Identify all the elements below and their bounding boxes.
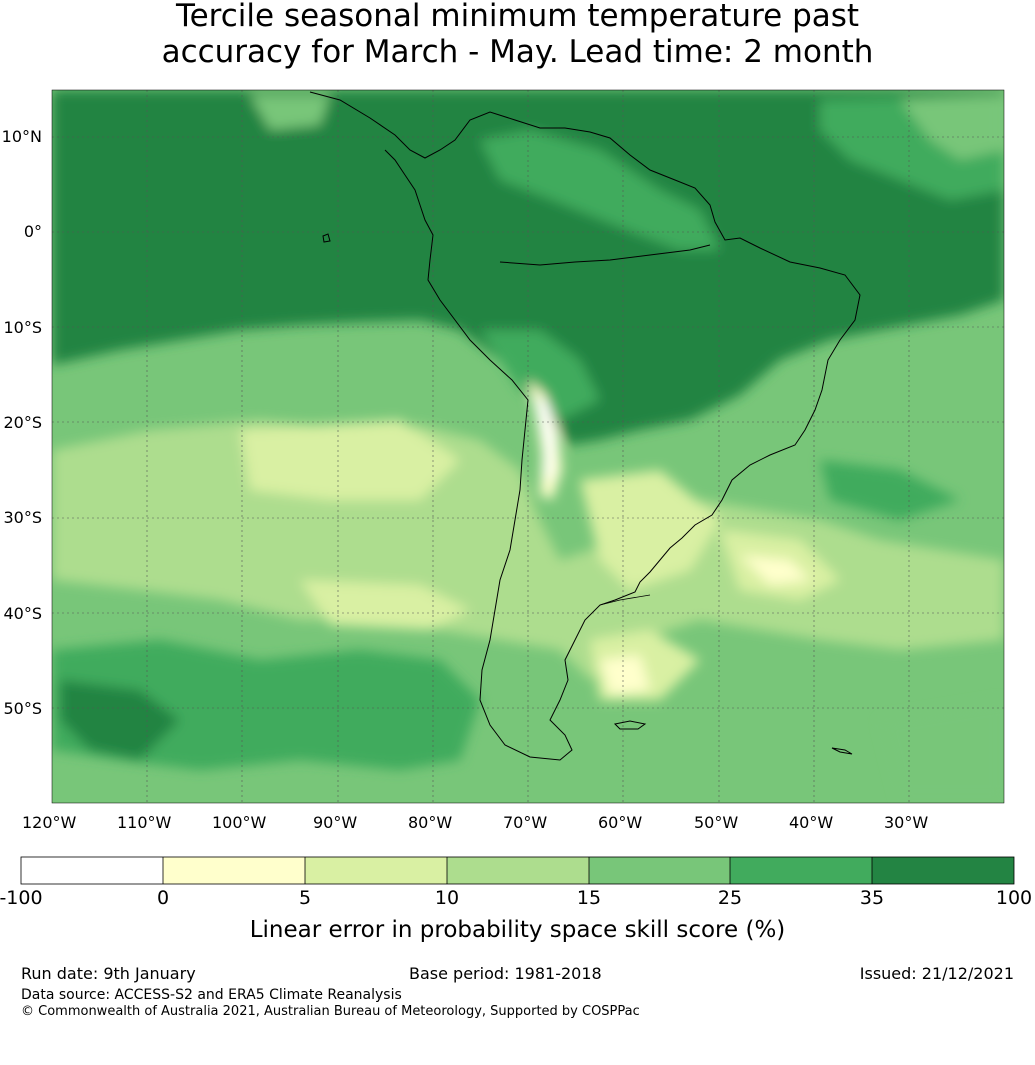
- colorbar-tick-5: 5: [298, 887, 312, 909]
- colorbar-tick-35: 35: [859, 887, 885, 909]
- mid-skill-venezuela: [480, 130, 720, 250]
- colorbar-segment-6: [730, 857, 872, 884]
- lon-label-100w: 100°W: [212, 813, 267, 832]
- lat-label-10n: 10°N: [1, 127, 42, 146]
- galapagos: [322, 233, 331, 243]
- rio-de-la-plata: [599, 594, 651, 606]
- lon-label-80w: 80°W: [408, 813, 453, 832]
- low-skill-far-south-atlantic: [880, 700, 1004, 800]
- colorbar-tick-15: 15: [576, 887, 602, 909]
- lat-label-30s: 30°S: [3, 508, 42, 527]
- lon-label-30w: 30°W: [884, 813, 929, 832]
- lat-label-20s: 20°S: [3, 413, 42, 432]
- lat-label-10s: 10°S: [3, 318, 42, 337]
- lon-label-90w: 90°W: [313, 813, 358, 832]
- skill-field: [52, 90, 1004, 803]
- mid-skill-bolivia: [480, 330, 600, 420]
- lat-label-40s: 40°S: [3, 604, 42, 623]
- very-low-skill-pacific-south: [300, 580, 470, 630]
- run-date: Run date: 9th January: [21, 964, 196, 983]
- patch-pacific-north: [250, 95, 330, 130]
- low-skill-atlantic-north: [900, 95, 1004, 160]
- no-skill-patagonia: [600, 655, 650, 695]
- lon-label-110w: 110°W: [117, 813, 172, 832]
- south-georgia: [831, 747, 853, 755]
- very-low-skill-pacific: [240, 420, 460, 500]
- colorbar-segment-7: [872, 857, 1014, 884]
- mid-skill-south-atlantic: [820, 460, 960, 520]
- colorbar-segment-5: [589, 857, 730, 884]
- map-title-line-1: Tercile seasonal minimum temperature pas…: [175, 0, 860, 34]
- map-frame: [51, 89, 1005, 804]
- colorbar-segment-3: [305, 857, 447, 884]
- high-skill-south-pacific: [60, 680, 180, 760]
- map-title-line-2: accuracy for March - May. Lead time: 2 m…: [161, 34, 874, 70]
- lon-label-70w: 70°W: [503, 813, 548, 832]
- data-source: Data source: ACCESS-S2 and ERA5 Climate …: [21, 987, 402, 1003]
- lat-label-50s: 50°S: [3, 699, 42, 718]
- colorbar-tick-10: 10: [434, 887, 460, 909]
- colorbar-segment-2: [163, 857, 305, 884]
- colorbar-segment-1: [21, 857, 163, 884]
- colorbar-tick-100: 100: [995, 887, 1033, 909]
- lon-label-40w: 40°W: [789, 813, 834, 832]
- andes-no-skill: [534, 395, 555, 480]
- colorbar: [20, 856, 1015, 885]
- colorbar-label: Linear error in probability space skill …: [249, 917, 786, 943]
- base-period: Base period: 1981-2018: [409, 964, 602, 983]
- colorbar-tick-25: 25: [717, 887, 743, 909]
- colorbar-tick-neg100: -100: [0, 887, 43, 909]
- colorbar-segment-4: [447, 857, 589, 884]
- lon-label-50w: 50°W: [694, 813, 739, 832]
- falkland-islands: [613, 720, 647, 730]
- very-low-skill-chaco: [580, 470, 720, 590]
- no-skill-atlantic: [740, 555, 810, 585]
- lon-label-60w: 60°W: [598, 813, 643, 832]
- south-america-coastline: [309, 91, 861, 761]
- lat-label-0: 0°: [23, 222, 42, 241]
- copyright: © Commonwealth of Australia 2021, Austra…: [21, 1004, 640, 1019]
- colorbar-tick-0: 0: [156, 887, 170, 909]
- colorbar-frame: [20, 856, 1015, 885]
- issued-date: Issued: 21/12/2021: [859, 964, 1014, 983]
- amazon-river: [499, 244, 711, 266]
- lon-label-120w: 120°W: [22, 813, 77, 832]
- high-skill-pacific: [52, 90, 460, 300]
- graticule: [52, 90, 1004, 803]
